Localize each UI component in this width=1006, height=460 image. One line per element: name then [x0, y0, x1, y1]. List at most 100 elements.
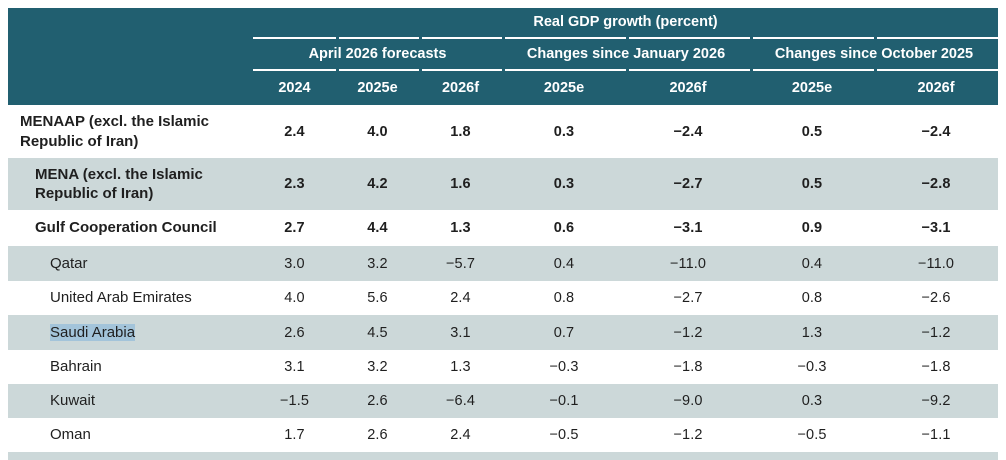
cell-value: 5.6	[367, 290, 388, 306]
row-label: Kuwait	[50, 392, 96, 410]
cell-value: −2.6	[921, 290, 951, 306]
cell-value: 0.9	[801, 220, 823, 236]
cell-value: 1.8	[450, 123, 471, 140]
cell-value: 0.8	[553, 290, 575, 306]
bottom-partial-row	[8, 452, 998, 460]
cell-value: 1.3	[801, 324, 823, 341]
row-label: Saudi Arabia	[8, 323, 253, 343]
label-column-spacer	[8, 71, 253, 105]
cell-value: 3.1	[284, 359, 305, 375]
cell-value: 3.0	[284, 255, 305, 272]
year-header-2024: 2024	[278, 80, 311, 96]
cell-value: 0.7	[553, 324, 575, 341]
cell-value: 1.3	[450, 220, 471, 236]
cell-value: −9.0	[673, 393, 703, 409]
text-selection-highlight: Saudi Arabia	[50, 323, 136, 341]
cell-value: −11.0	[669, 255, 707, 272]
year-header-jan-2025e: 2025e	[543, 80, 585, 96]
cell-value: −1.8	[673, 359, 703, 375]
year-header-oct-2025e: 2025e	[791, 80, 833, 96]
row-label: Qatar	[50, 254, 88, 272]
gdp-forecast-table: Real GDP growth (percent) April 2026 for…	[8, 8, 998, 460]
column-group-changes-january: Changes since January 2026	[526, 46, 726, 62]
cell-value: −3.1	[673, 220, 703, 236]
row-label: Gulf Cooperation Council	[35, 219, 217, 237]
cell-value: −0.5	[549, 427, 579, 443]
cell-value: 0.3	[553, 176, 575, 192]
column-group-changes-october: Changes since October 2025	[774, 46, 974, 62]
cell-value: 2.6	[367, 393, 388, 409]
table-header: Real GDP growth (percent) April 2026 for…	[8, 8, 998, 105]
cell-value: −2.7	[673, 290, 703, 306]
cell-value: 2.7	[284, 220, 305, 236]
table-row: Gulf Cooperation Council 2.7 4.4 1.3 0.6 −3.1…	[8, 210, 998, 246]
cell-value: 4.0	[367, 123, 388, 140]
cell-value: 1.3	[450, 359, 471, 375]
cell-value: −2.4	[921, 123, 951, 140]
cell-value: −1.2	[921, 324, 951, 341]
cell-value: −2.8	[921, 176, 951, 192]
row-label: MENA (excl. the Islamic Republic of Iran…	[35, 165, 203, 203]
year-header-row: 2024 2025e 2026f 2025e 2026f 2025e 2026f	[8, 71, 998, 105]
cell-value: 0.3	[553, 123, 575, 140]
column-group-april-forecasts: April 2026 forecasts	[308, 46, 447, 62]
row-label: United Arab Emirates	[50, 289, 192, 307]
cell-value: 3.1	[450, 324, 471, 341]
cell-value: 4.4	[367, 220, 388, 236]
cell-value: 0.4	[801, 255, 823, 272]
cell-value: 2.6	[367, 427, 388, 443]
table-row: Qatar 3.0 3.2 −5.7 0.4 −11.0 0.4 −11.0	[8, 246, 998, 281]
cell-value: 4.0	[284, 290, 305, 306]
table-body: MENAAP (excl. the Islamic Republic of Ir…	[8, 105, 998, 452]
row-label: Bahrain	[50, 358, 102, 376]
table-row: Kuwait −1.5 2.6 −6.4 −0.1 −9.0 0.3 −9.2	[8, 384, 998, 418]
table-row: Bahrain 3.1 3.2 1.3 −0.3 −1.8 −0.3 −1.8	[8, 350, 998, 384]
cell-value: 2.6	[284, 324, 305, 341]
table-row: United Arab Emirates 4.0 5.6 2.4 0.8 −2.7 0.8 −…	[8, 281, 998, 315]
cell-value: 1.6	[450, 176, 471, 192]
cell-value: 2.4	[284, 123, 305, 140]
table-row: Saudi Arabia 2.6 4.5 3.1 0.7 −1.2 1.3 −1.2	[8, 315, 998, 350]
year-header-2026f: 2026f	[441, 80, 480, 96]
year-header-jan-2026f: 2026f	[669, 80, 707, 96]
table-row: Oman 1.7 2.6 2.4 −0.5 −1.2 −0.5 −1.1	[8, 418, 998, 452]
cell-value: 0.8	[801, 290, 823, 306]
cell-value: 0.6	[553, 220, 575, 236]
header-rule-top	[253, 37, 998, 39]
cell-value: 0.5	[801, 176, 823, 192]
row-label: Oman	[50, 426, 91, 444]
cell-value: −6.4	[445, 393, 476, 409]
table-row: MENA (excl. the Islamic Republic of Iran…	[8, 158, 998, 210]
table-row: MENAAP (excl. the Islamic Republic of Ir…	[8, 105, 998, 158]
cell-value: −0.5	[797, 427, 827, 443]
year-header-2025e: 2025e	[357, 80, 398, 96]
cell-value: −1.5	[279, 393, 310, 409]
cell-value: −0.3	[549, 359, 579, 375]
column-group-row: April 2026 forecasts Changes since Janua…	[253, 39, 998, 69]
cell-value: −0.3	[797, 359, 827, 375]
cell-value: 2.3	[284, 176, 305, 192]
year-header-oct-2026f: 2026f	[917, 80, 955, 96]
cell-value: −1.1	[921, 427, 951, 443]
cell-value: −9.2	[921, 393, 951, 409]
cell-value: 4.2	[367, 176, 388, 192]
cell-value: −2.7	[673, 176, 703, 192]
row-label: MENAAP (excl. the Islamic Republic of Ir…	[20, 113, 209, 150]
cell-value: −3.1	[921, 220, 951, 236]
cell-value: 3.2	[367, 255, 388, 272]
cell-value: −5.7	[445, 255, 476, 272]
cell-value: 3.2	[367, 359, 388, 375]
cell-value: −0.1	[549, 393, 579, 409]
cell-value: 1.7	[284, 427, 305, 443]
cell-value: 2.4	[450, 427, 471, 443]
cell-value: −1.8	[921, 359, 951, 375]
cell-value: 0.4	[553, 255, 575, 272]
table-title: Real GDP growth (percent)	[533, 14, 718, 30]
cell-value: −1.2	[673, 324, 703, 341]
header-rule-bottom	[253, 69, 998, 71]
cell-value: −2.4	[673, 123, 703, 140]
cell-value: 2.4	[450, 290, 471, 306]
cell-value: 0.3	[801, 393, 823, 409]
cell-value: 0.5	[801, 123, 823, 140]
